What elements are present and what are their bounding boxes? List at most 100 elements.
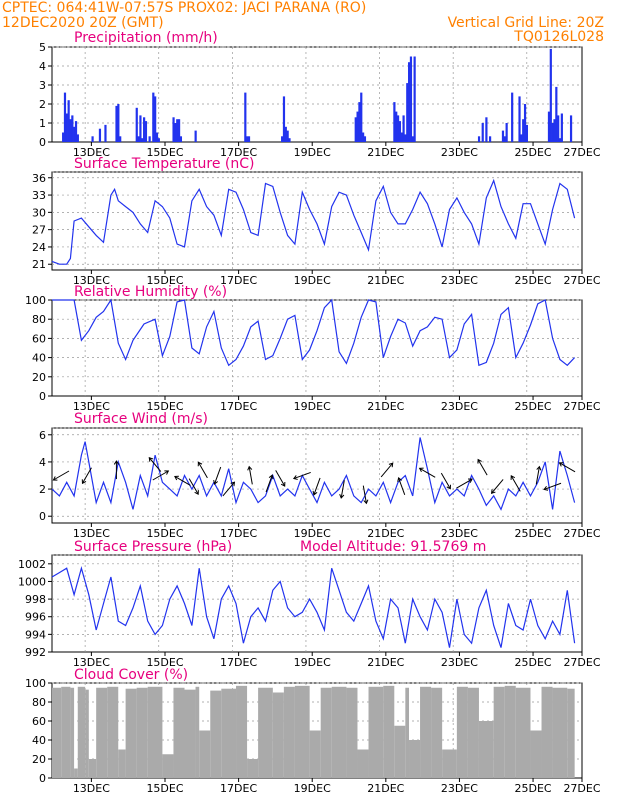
- x-tick-label: 27DEC: [563, 274, 600, 287]
- x-tick-label: 15DEC: [146, 274, 183, 287]
- precip-bar: [288, 138, 291, 142]
- cloud-cover-bar: [77, 686, 86, 778]
- wind-arrow: [491, 479, 504, 494]
- x-tick-label: 25DEC: [514, 782, 551, 795]
- wind-arrow-head: [510, 475, 516, 480]
- cloud-cover-bar: [162, 754, 174, 778]
- x-tick-label: 25DEC: [514, 527, 551, 540]
- y-tick-label: 2: [39, 483, 46, 496]
- x-tick-label: 25DEC: [514, 146, 551, 159]
- cloud-cover-bar: [70, 687, 75, 778]
- wind-arrow-head: [174, 475, 179, 481]
- y-tick-label: 20: [32, 371, 46, 384]
- y-tick-label: 5: [39, 41, 46, 54]
- x-tick-label: 27DEC: [563, 400, 600, 413]
- precip-bar: [174, 123, 177, 142]
- y-tick-label: 60: [32, 715, 46, 728]
- y-tick-label: 27: [32, 224, 46, 237]
- cloud-cover-bar: [221, 688, 237, 778]
- x-tick-label: 19DEC: [294, 782, 331, 795]
- x-tick-label: 15DEC: [146, 527, 183, 540]
- cloud-cover-bar: [147, 686, 163, 778]
- cloud-cover-bar: [199, 730, 211, 778]
- wind-arrow-head: [467, 478, 473, 483]
- precip-bar: [74, 121, 78, 142]
- precip-bar: [503, 136, 506, 142]
- y-tick-label: 36: [32, 172, 46, 185]
- wind-arrow-head: [52, 476, 58, 481]
- x-tick-label: 13DEC: [73, 656, 110, 669]
- cloud-cover-bar: [478, 721, 494, 778]
- precip-bar: [400, 132, 403, 142]
- wind-arrow: [293, 471, 311, 480]
- y-tick-label: 33: [32, 189, 46, 202]
- precip-bar: [281, 136, 284, 142]
- header-model-code: TQ0126L028: [514, 29, 604, 45]
- cloud-cover-bar: [515, 687, 531, 778]
- precip-bar: [135, 107, 138, 142]
- cloud-cover-bar: [442, 749, 457, 778]
- precip-bar: [522, 119, 525, 142]
- precip-bar: [523, 104, 527, 142]
- cloud-cover-bar: [85, 689, 89, 778]
- wind-arrow-head: [418, 467, 424, 473]
- cloud-cover-bar: [107, 686, 119, 778]
- precip-bar: [139, 115, 142, 142]
- x-tick-label: 19DEC: [294, 527, 331, 540]
- precip-bar: [154, 96, 157, 142]
- precip-bar: [558, 138, 562, 142]
- x-tick-label: 13DEC: [73, 527, 110, 540]
- precip-bar: [172, 117, 175, 142]
- wind-arrow-head: [446, 484, 451, 490]
- precip-bar: [76, 134, 79, 142]
- cloud-cover-bar: [431, 687, 443, 778]
- precip-bar: [518, 96, 521, 142]
- precip-bar: [152, 92, 155, 142]
- x-tick-label: 17DEC: [220, 527, 257, 540]
- precip-bar: [413, 56, 416, 142]
- precip-bar: [477, 136, 481, 142]
- x-tick-label: 21DEC: [367, 656, 404, 669]
- x-tick-label: 21DEC: [367, 527, 404, 540]
- wind-arrow-head: [292, 475, 298, 480]
- y-tick-label: 30: [32, 206, 46, 219]
- x-tick-label: 15DEC: [146, 146, 183, 159]
- wind-arrow: [559, 462, 576, 473]
- wind-arrow: [197, 462, 208, 479]
- precip-bar: [485, 117, 488, 142]
- x-tick-label: 13DEC: [73, 146, 110, 159]
- cloud-cover-bar: [409, 740, 421, 778]
- wind-arrow: [148, 457, 162, 472]
- y-tick-label: 994: [25, 628, 46, 641]
- y-tick-label: 20: [32, 753, 46, 766]
- y-tick-label: 40: [32, 734, 46, 747]
- y-tick-label: 3: [39, 79, 46, 92]
- precip-bar: [553, 119, 556, 142]
- cloud-cover-bar: [552, 687, 568, 778]
- precip-bar: [194, 130, 197, 142]
- precip-bar: [91, 136, 94, 142]
- wind-arrow: [398, 477, 406, 495]
- panel-title: Precipitation (mm/h): [74, 30, 218, 46]
- wind-arrow: [152, 470, 169, 481]
- precip-bar: [404, 134, 407, 142]
- cloud-cover-bar: [420, 686, 432, 778]
- cloud-cover-bar: [210, 690, 222, 778]
- y-tick-label: 996: [25, 611, 46, 624]
- x-tick-label: 23DEC: [441, 782, 478, 795]
- wind-arrow: [313, 477, 321, 495]
- x-tick-label: 19DEC: [294, 400, 331, 413]
- cloud-cover-bar: [184, 689, 196, 778]
- x-tick-label: 15DEC: [146, 656, 183, 669]
- x-tick-label: 19DEC: [294, 146, 331, 159]
- y-tick-label: 0: [39, 136, 46, 149]
- wind-arrow: [456, 478, 473, 489]
- wind-arrow: [222, 481, 235, 497]
- precip-bar: [402, 115, 405, 142]
- precip-bar: [362, 132, 365, 142]
- wind-arrow: [380, 462, 394, 478]
- x-tick-label: 25DEC: [514, 400, 551, 413]
- panel-title: Surface Pressure (hPa): [74, 539, 232, 555]
- precip-bar: [244, 92, 247, 142]
